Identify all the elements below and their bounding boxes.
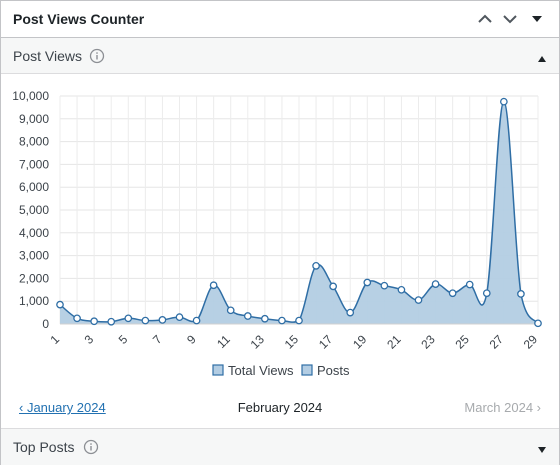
info-icon[interactable] — [89, 48, 105, 64]
caret-down-icon — [532, 16, 542, 22]
x-tick-label: 13 — [248, 332, 268, 352]
y-tick-label: 7,000 — [19, 157, 49, 171]
top-posts-section-header[interactable]: Top Posts — [1, 428, 559, 465]
move-up-button[interactable] — [475, 9, 495, 29]
next-month-link: March 2024 › — [464, 400, 541, 415]
post-views-label: Post Views — [13, 48, 82, 64]
data-point — [448, 289, 457, 298]
data-point — [124, 314, 133, 323]
x-tick-label: 21 — [384, 332, 404, 352]
y-tick-label: 3,000 — [19, 249, 49, 263]
data-point — [517, 290, 525, 298]
info-icon[interactable] — [83, 439, 99, 455]
x-tick-label: 15 — [282, 332, 302, 352]
triangle-up-icon[interactable] — [537, 51, 547, 62]
data-point — [295, 316, 303, 325]
x-tick-label: 3 — [82, 332, 97, 347]
data-point — [534, 319, 542, 328]
data-point — [56, 300, 64, 309]
data-point — [175, 313, 184, 322]
legend-swatch — [212, 364, 224, 376]
x-tick-label: 1 — [47, 332, 62, 347]
month-navigation: ‹ January 2024 February 2024 March 2024 … — [1, 391, 559, 425]
data-point — [90, 317, 98, 326]
triangle-down-icon[interactable] — [537, 442, 547, 453]
data-point — [107, 317, 116, 326]
y-tick-label: 5,000 — [19, 203, 49, 217]
y-tick-label: 4,000 — [19, 226, 49, 240]
chart-svg: 0 1,000 2,000 3,000 4,000 5,000 6,000 7,000 8,00… — [12, 89, 542, 378]
y-tick-label: 9,000 — [19, 112, 49, 126]
chevron-up-icon — [478, 14, 492, 23]
data-point — [500, 97, 508, 106]
legend-label: Total Views — [228, 363, 294, 378]
x-tick-label: 5 — [116, 332, 131, 347]
data-point — [346, 308, 355, 317]
y-tick-label: 2,000 — [19, 271, 49, 285]
x-tick-label: 17 — [316, 332, 336, 352]
y-tick-label: 0 — [42, 317, 49, 331]
x-tick-label: 29 — [521, 332, 541, 352]
x-tick-label: 9 — [184, 332, 199, 347]
legend-swatch — [301, 364, 313, 376]
post-views-section-header[interactable]: Post Views — [1, 38, 559, 74]
chevron-down-icon — [503, 15, 517, 24]
x-tick-label: 25 — [452, 332, 472, 352]
data-point — [209, 281, 218, 290]
x-tick-label: 11 — [214, 332, 233, 351]
data-point — [192, 316, 201, 325]
y-tick-label: 8,000 — [19, 135, 49, 149]
data-point — [261, 314, 269, 323]
current-month-label: February 2024 — [237, 400, 323, 415]
move-down-button[interactable] — [500, 9, 520, 29]
data-point — [397, 285, 406, 294]
x-tick-label: 23 — [418, 332, 438, 352]
x-tick-label: 27 — [487, 332, 507, 352]
x-tick-label: 19 — [350, 332, 370, 352]
data-point — [414, 296, 423, 304]
data-point — [278, 316, 286, 325]
data-point — [482, 289, 491, 298]
data-point — [380, 281, 389, 290]
widget-header: Post Views Counter — [1, 1, 559, 38]
x-tick-label: 7 — [150, 332, 165, 347]
post-views-chart: 0 1,000 2,000 3,000 4,000 5,000 6,000 7,000 8,00… — [1, 75, 559, 387]
series-area-total-views — [60, 101, 538, 324]
y-tick-label: 6,000 — [19, 180, 49, 194]
legend-label: Posts — [317, 363, 350, 378]
y-tick-label: 10,000 — [12, 89, 49, 103]
data-point — [243, 312, 252, 320]
y-tick-label: 1,000 — [19, 294, 49, 308]
data-point — [312, 262, 320, 270]
toggle-panel-button[interactable] — [527, 9, 547, 29]
data-point — [73, 314, 81, 323]
data-point — [329, 282, 337, 291]
top-posts-label: Top Posts — [13, 439, 75, 455]
data-point — [226, 306, 235, 315]
data-point — [158, 316, 167, 324]
data-point — [363, 278, 372, 287]
data-point — [431, 280, 440, 288]
data-point — [141, 316, 150, 325]
previous-month-link[interactable]: ‹ January 2024 — [19, 400, 106, 415]
data-point — [465, 280, 474, 289]
widget-title: Post Views Counter — [13, 11, 145, 27]
